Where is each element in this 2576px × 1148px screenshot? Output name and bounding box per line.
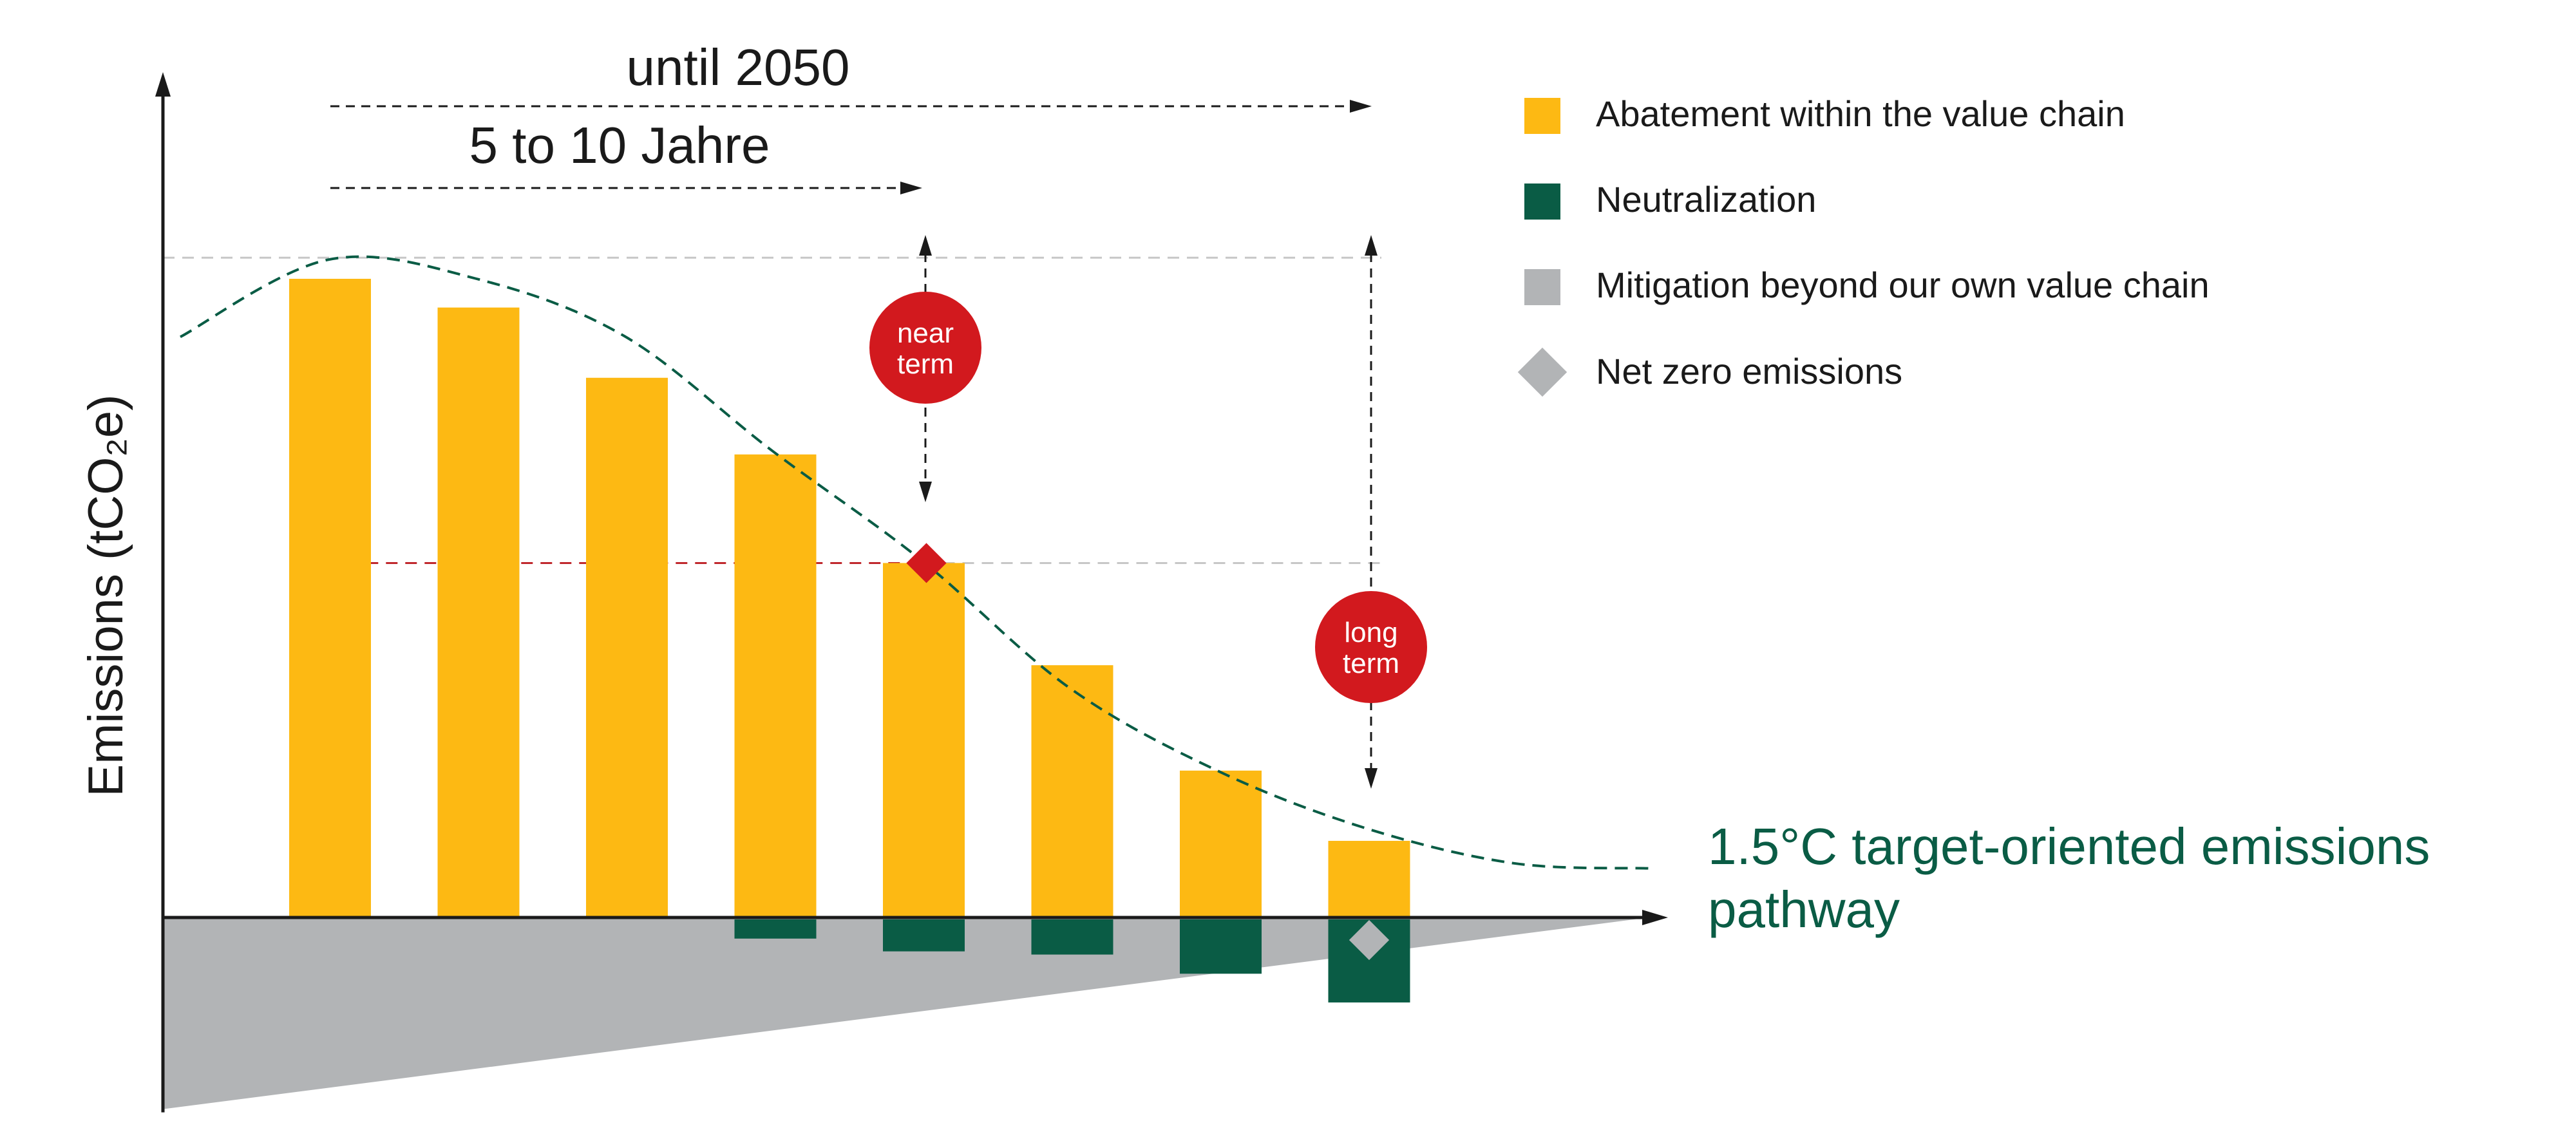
legend-net-zero-label: Net zero emissions bbox=[1596, 351, 1902, 391]
long-term-badge: long term bbox=[1315, 591, 1427, 703]
abatement-bar bbox=[734, 454, 817, 917]
neutralization-bar bbox=[1180, 919, 1262, 974]
legend-neutralization-swatch bbox=[1524, 183, 1560, 220]
neutralization-bar bbox=[883, 919, 965, 952]
near-term-badge: near term bbox=[869, 292, 981, 404]
legend-mitigation-swatch bbox=[1524, 269, 1560, 305]
legend-abatement-label: Abatement within the value chain bbox=[1596, 93, 2125, 134]
long-term-badge-line2: term bbox=[1343, 648, 1399, 679]
mitigation-wedge bbox=[163, 917, 1649, 1109]
long-term-span-arrow-head-down bbox=[1365, 768, 1378, 789]
abatement-bar bbox=[1031, 665, 1113, 917]
y-axis-label: Emissions (tCO₂e) bbox=[79, 395, 133, 797]
neutralization-bar bbox=[1031, 919, 1113, 955]
near-term-span-arrow-head-down bbox=[919, 482, 932, 502]
legend-mitigation-label: Mitigation beyond our own value chain bbox=[1596, 265, 2210, 305]
long-term-badge-line1: long bbox=[1344, 617, 1397, 648]
near-term-badge-line2: term bbox=[897, 348, 954, 380]
horizon-long-arrow-head bbox=[1350, 100, 1372, 113]
near-term-badge-line1: near bbox=[897, 317, 954, 349]
legend-neutralization-label: Neutralization bbox=[1596, 179, 1816, 220]
abatement-bar bbox=[1180, 770, 1262, 917]
abatement-bar bbox=[437, 307, 520, 917]
pathway-label-line1: 1.5°C target-oriented emissions bbox=[1708, 818, 2430, 875]
abatement-bar bbox=[883, 563, 965, 917]
x-axis-arrow bbox=[1642, 910, 1668, 925]
abatement-bar bbox=[586, 377, 668, 917]
horizon-short-arrow-head bbox=[900, 182, 922, 194]
long-term-span-arrow-head-up bbox=[1365, 235, 1378, 256]
y-axis-arrow bbox=[155, 72, 171, 97]
abatement-bar bbox=[1328, 840, 1410, 917]
legend-net-zero-marker bbox=[1517, 347, 1567, 397]
horizon-short-label: 5 to 10 Jahre bbox=[469, 117, 770, 174]
neutralization-bar bbox=[734, 919, 817, 939]
near-term-target-marker bbox=[906, 543, 947, 583]
near-term-span-arrow-head-up bbox=[919, 235, 932, 256]
abatement-bar bbox=[289, 279, 371, 917]
legend-abatement-swatch bbox=[1524, 98, 1560, 134]
horizon-long-label: until 2050 bbox=[627, 39, 850, 96]
legend: Abatement within the value chain Neutral… bbox=[1517, 93, 2210, 397]
pathway-label-line2: pathway bbox=[1708, 881, 1900, 938]
